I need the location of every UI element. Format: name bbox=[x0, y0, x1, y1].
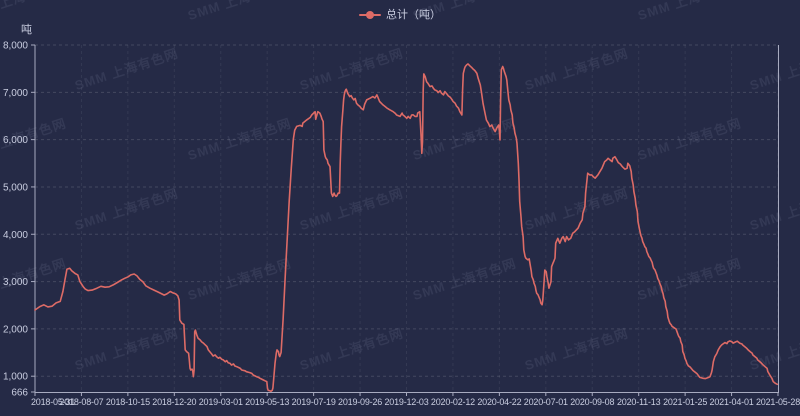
x-axis-label: 2020-09-08 bbox=[570, 397, 614, 407]
line-series-marker-icon bbox=[359, 10, 381, 20]
legend-label: 总计（吨） bbox=[386, 9, 441, 21]
y-axis-unit: 吨 bbox=[21, 23, 32, 36]
x-axis-label: 2020-04-22 bbox=[477, 397, 521, 407]
x-axis-label: 2018-08-07 bbox=[59, 397, 103, 407]
x-axis-label: 2018-10-15 bbox=[106, 397, 150, 407]
x-axis-label: 2019-05-13 bbox=[245, 397, 289, 407]
x-axis-label: 2021-05-28 bbox=[756, 397, 800, 407]
series-line bbox=[34, 63, 779, 393]
x-axis-label: 2018-12-20 bbox=[152, 397, 196, 407]
y-axis-label: 7,000 bbox=[3, 88, 28, 99]
y-axis-label: 4,000 bbox=[3, 230, 28, 241]
x-axis-label: 2019-09-26 bbox=[338, 397, 382, 407]
legend-item-total[interactable]: 总计（吨） bbox=[359, 9, 441, 21]
y-axis-label: 5,000 bbox=[3, 182, 28, 193]
x-axis-label: 2021-04-01 bbox=[710, 397, 754, 407]
y-axis-label: 1,000 bbox=[3, 372, 28, 383]
legend: 总计（吨） bbox=[0, 9, 800, 21]
x-axis-label: 2019-12-03 bbox=[384, 397, 428, 407]
y-axis-label: 2,000 bbox=[3, 324, 28, 335]
y-axis-label: 8,000 bbox=[3, 41, 28, 52]
plot-area[interactable] bbox=[35, 45, 778, 392]
y-axis-label: 3,000 bbox=[3, 277, 28, 288]
y-axis-label: 666 bbox=[11, 388, 28, 399]
x-axis-label: 2020-02-12 bbox=[431, 397, 475, 407]
y-axis-label: 6,000 bbox=[3, 135, 28, 146]
x-axis-label: 2018-05-31 bbox=[31, 397, 75, 407]
x-axis-label: 2020-07-01 bbox=[524, 397, 568, 407]
x-axis-label: 2019-03-01 bbox=[199, 397, 243, 407]
x-axis-label: 2020-11-13 bbox=[617, 397, 661, 407]
x-axis-label: 2019-07-19 bbox=[292, 397, 336, 407]
x-axis-label: 2021-01-25 bbox=[663, 397, 707, 407]
